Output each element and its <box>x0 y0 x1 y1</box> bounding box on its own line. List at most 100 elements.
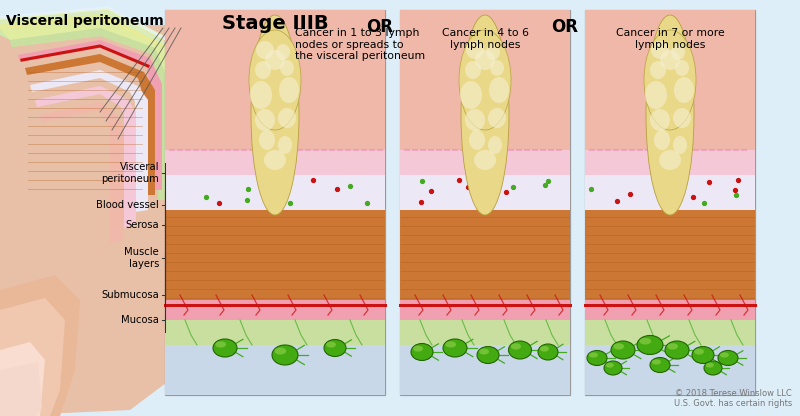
Ellipse shape <box>279 77 299 103</box>
Ellipse shape <box>466 41 484 59</box>
Polygon shape <box>400 10 570 150</box>
Ellipse shape <box>659 150 681 170</box>
Ellipse shape <box>446 341 456 347</box>
Ellipse shape <box>280 60 294 76</box>
Text: Cancer in 1 to 3 lymph
nodes or spreads to
the visceral peritoneum: Cancer in 1 to 3 lymph nodes or spreads … <box>295 28 425 61</box>
Polygon shape <box>400 300 570 320</box>
Ellipse shape <box>256 41 274 59</box>
Ellipse shape <box>673 108 691 128</box>
Ellipse shape <box>215 341 226 347</box>
Ellipse shape <box>489 77 509 103</box>
Polygon shape <box>18 40 162 190</box>
Polygon shape <box>0 15 172 200</box>
Ellipse shape <box>606 363 614 368</box>
Ellipse shape <box>255 61 271 79</box>
Polygon shape <box>0 25 185 416</box>
Polygon shape <box>10 28 168 200</box>
Polygon shape <box>0 342 45 416</box>
Ellipse shape <box>611 341 635 359</box>
Ellipse shape <box>639 338 651 344</box>
Ellipse shape <box>264 150 286 170</box>
Polygon shape <box>585 300 755 320</box>
Ellipse shape <box>694 349 704 354</box>
Polygon shape <box>165 320 385 345</box>
Ellipse shape <box>692 347 714 364</box>
Ellipse shape <box>674 77 694 103</box>
Ellipse shape <box>675 60 689 76</box>
Ellipse shape <box>614 343 624 349</box>
Ellipse shape <box>645 81 667 109</box>
Text: Muscle
layers: Muscle layers <box>124 247 159 269</box>
Text: Visceral
peritoneum: Visceral peritoneum <box>102 162 159 184</box>
Ellipse shape <box>488 108 506 128</box>
Ellipse shape <box>589 352 598 358</box>
Polygon shape <box>165 150 385 175</box>
Ellipse shape <box>510 343 521 349</box>
Polygon shape <box>165 300 385 320</box>
Polygon shape <box>165 210 385 300</box>
Ellipse shape <box>443 339 467 357</box>
Ellipse shape <box>272 345 298 365</box>
Text: Stage IIIB: Stage IIIB <box>222 14 328 33</box>
Ellipse shape <box>650 357 670 372</box>
Ellipse shape <box>604 361 622 375</box>
Ellipse shape <box>651 41 669 59</box>
Ellipse shape <box>255 109 275 131</box>
Ellipse shape <box>667 343 678 349</box>
Ellipse shape <box>461 15 509 215</box>
Ellipse shape <box>660 50 680 70</box>
Ellipse shape <box>650 109 670 131</box>
Ellipse shape <box>460 81 482 109</box>
Ellipse shape <box>274 347 286 354</box>
Text: Serosa: Serosa <box>126 220 159 230</box>
Ellipse shape <box>720 352 729 358</box>
Polygon shape <box>0 8 172 80</box>
Polygon shape <box>35 86 136 228</box>
FancyBboxPatch shape <box>400 10 570 395</box>
Ellipse shape <box>251 15 299 215</box>
Polygon shape <box>585 150 755 175</box>
Ellipse shape <box>475 50 495 70</box>
Polygon shape <box>585 10 755 150</box>
Ellipse shape <box>654 130 670 150</box>
Ellipse shape <box>644 30 696 130</box>
Polygon shape <box>400 150 570 175</box>
Ellipse shape <box>490 60 504 76</box>
Polygon shape <box>25 54 155 195</box>
Ellipse shape <box>249 30 301 130</box>
Ellipse shape <box>479 349 489 354</box>
Text: OR: OR <box>551 18 578 36</box>
Ellipse shape <box>509 341 531 359</box>
Polygon shape <box>165 175 385 210</box>
Ellipse shape <box>488 136 502 154</box>
Ellipse shape <box>465 109 485 131</box>
Ellipse shape <box>665 341 689 359</box>
Ellipse shape <box>673 136 687 154</box>
Ellipse shape <box>276 44 290 60</box>
Ellipse shape <box>259 130 275 150</box>
Text: Mucosa: Mucosa <box>121 315 159 325</box>
Ellipse shape <box>474 150 496 170</box>
Ellipse shape <box>486 44 500 60</box>
Polygon shape <box>165 10 385 150</box>
Text: Visceral peritoneum: Visceral peritoneum <box>6 14 164 28</box>
Polygon shape <box>400 345 570 395</box>
Ellipse shape <box>646 15 694 215</box>
Polygon shape <box>0 275 80 416</box>
Ellipse shape <box>671 44 685 60</box>
Polygon shape <box>400 320 570 345</box>
Ellipse shape <box>652 359 661 365</box>
Text: Cancer in 4 to 6
lymph nodes: Cancer in 4 to 6 lymph nodes <box>442 28 529 50</box>
Ellipse shape <box>213 339 237 357</box>
Polygon shape <box>585 210 755 300</box>
Ellipse shape <box>250 81 272 109</box>
Ellipse shape <box>278 136 292 154</box>
Polygon shape <box>30 70 148 212</box>
Ellipse shape <box>540 346 549 352</box>
Polygon shape <box>40 102 124 243</box>
Ellipse shape <box>718 351 738 366</box>
Ellipse shape <box>477 347 499 364</box>
Ellipse shape <box>265 50 285 70</box>
Ellipse shape <box>538 344 558 360</box>
Ellipse shape <box>411 344 433 361</box>
